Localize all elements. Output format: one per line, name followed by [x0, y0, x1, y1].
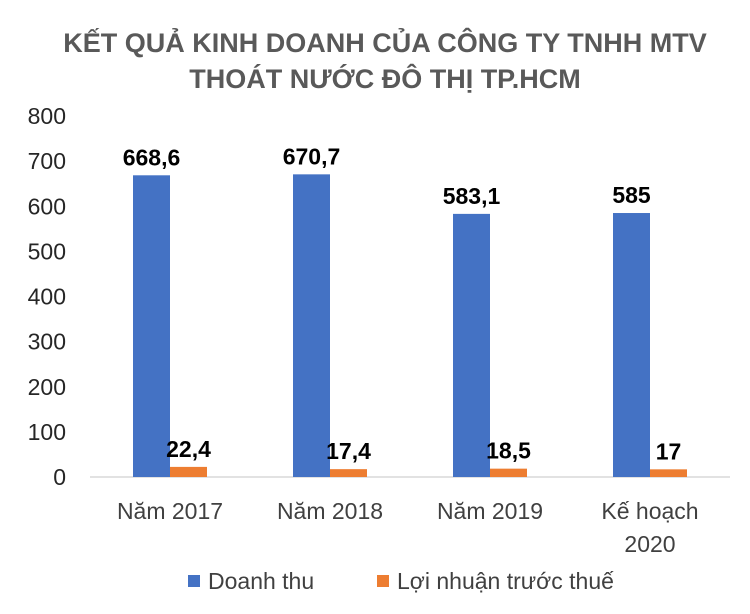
y-tick-label: 600	[28, 193, 66, 219]
legend: Doanh thu Lợi nhuận trước thuế	[188, 568, 614, 594]
chart-title-line-2: THOÁT NƯỚC ĐÔ THỊ TP.HCM	[189, 63, 580, 94]
data-label: 17,4	[326, 438, 371, 464]
legend-label: Doanh thu	[208, 568, 314, 594]
data-label: 585	[612, 182, 651, 208]
category-label: Kế hoạch	[601, 498, 698, 524]
y-tick-label: 700	[28, 148, 66, 174]
data-label: 583,1	[443, 183, 501, 209]
data-label: 22,4	[166, 436, 211, 462]
category-label: Năm 2019	[437, 498, 543, 524]
bar-revenue	[613, 213, 650, 478]
data-label: 670,7	[283, 143, 341, 169]
bar-revenue	[453, 213, 490, 477]
bar-revenue	[133, 175, 170, 477]
bar-profit	[170, 466, 207, 477]
category-label: Năm 2018	[277, 498, 383, 524]
x-axis-labels: Năm 2017 Năm 2018 Năm 2019 Kế hoạch 2020	[117, 498, 699, 557]
bar-profit	[330, 469, 367, 477]
legend-label: Lợi nhuận trước thuế	[397, 568, 614, 594]
bar-profit	[650, 469, 687, 477]
legend-swatch-profit	[377, 575, 389, 587]
bar-profit	[490, 468, 527, 477]
y-tick-label: 800	[28, 103, 66, 129]
data-label: 668,6	[123, 144, 181, 170]
y-tick-label: 300	[28, 329, 66, 355]
y-tick-label: 400	[28, 284, 66, 310]
legend-swatch-revenue	[188, 575, 200, 587]
y-tick-label: 0	[53, 464, 66, 490]
bar-revenue	[293, 174, 330, 477]
chart-title-line-1: KẾT QUẢ KINH DOANH CỦA CÔNG TY TNHH MTV	[63, 26, 707, 58]
data-label: 18,5	[486, 438, 531, 464]
category-label: Năm 2017	[117, 498, 223, 524]
category-label: 2020	[624, 531, 675, 557]
data-label: 17	[656, 438, 682, 464]
y-tick-label: 500	[28, 238, 66, 264]
y-tick-label: 200	[28, 374, 66, 400]
bars: 668,6 22,4 670,7 17,4 583,1 18,5 585 17	[123, 143, 687, 478]
y-tick-label: 100	[28, 419, 66, 445]
y-axis: 0 100 200 300 400 500 600 700 800	[28, 103, 66, 490]
